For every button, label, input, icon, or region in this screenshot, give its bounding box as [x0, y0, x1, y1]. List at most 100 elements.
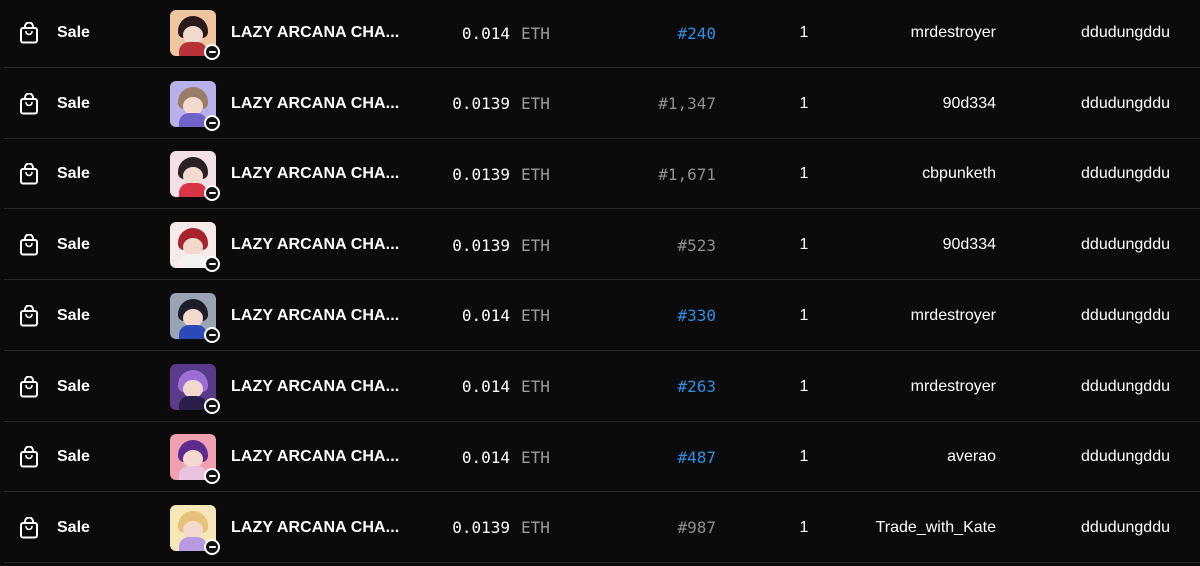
nft-image[interactable]	[170, 292, 220, 343]
minus-circle-icon	[204, 185, 220, 202]
table-row[interactable]: Sale LAZY ARCANA CHA... 0.0139 ETH #523 …	[4, 210, 1200, 281]
token-id-link[interactable]: #487	[677, 447, 716, 467]
table-row[interactable]: Sale LAZY ARCANA CHA... 0.0139 ETH #1,67…	[4, 139, 1200, 210]
table-row[interactable]: Sale LAZY ARCANA CHA... 0.014 ETH #487 1…	[4, 422, 1200, 493]
minus-circle-icon	[204, 538, 220, 555]
table-row[interactable]: Sale LAZY ARCANA CHA... 0.014 ETH #330 1…	[4, 281, 1200, 351]
quantity: 1	[799, 236, 809, 254]
event-type: Sale	[57, 518, 90, 536]
item-thumbnail[interactable]	[170, 422, 220, 492]
art-face	[183, 520, 203, 539]
price-value: 0.014	[461, 23, 510, 43]
item-thumbnail[interactable]	[170, 281, 220, 351]
from-user-link[interactable]: Trade_with_Kate	[875, 518, 996, 536]
item-name[interactable]: LAZY ARCANA CHA...	[231, 165, 400, 183]
price-unit: ETH	[521, 235, 550, 255]
token-id-link[interactable]: #1,671	[658, 164, 716, 184]
to-user-link[interactable]: ddudungddu	[1081, 94, 1170, 112]
quantity: 1	[799, 306, 809, 324]
shopping-bag-icon	[18, 352, 40, 422]
nft-image[interactable]	[170, 80, 220, 131]
item-thumbnail[interactable]	[170, 352, 220, 422]
shopping-bag-icon	[18, 281, 40, 351]
item-thumbnail[interactable]	[170, 69, 220, 139]
event-type: Sale	[57, 94, 90, 112]
art-face	[183, 379, 203, 398]
price-value: 0.0139	[452, 94, 510, 114]
from-user-link[interactable]: mrdestroyer	[910, 24, 996, 41]
from-user-link[interactable]: cbpunketh	[922, 165, 996, 183]
token-id-link[interactable]: #263	[677, 377, 716, 396]
price-unit: ETH	[521, 518, 550, 538]
from-user-link[interactable]: averao	[947, 448, 996, 466]
item-name[interactable]: LAZY ARCANA CHA...	[231, 306, 400, 324]
item-name[interactable]: LAZY ARCANA CHA...	[231, 518, 400, 536]
price-value: 0.014	[461, 377, 510, 396]
nft-image[interactable]	[170, 151, 220, 202]
quantity: 1	[799, 165, 809, 183]
art-face	[183, 450, 203, 469]
from-user-link[interactable]: mrdestroyer	[910, 306, 996, 324]
event-type: Sale	[57, 306, 90, 324]
quantity: 1	[799, 377, 809, 395]
from-user-link[interactable]: 90d334	[942, 94, 996, 112]
item-thumbnail[interactable]	[170, 493, 220, 563]
art-face	[183, 308, 203, 327]
nft-image[interactable]	[170, 222, 220, 273]
event-type: Sale	[57, 236, 90, 254]
minus-circle-icon	[204, 114, 220, 131]
price-unit: ETH	[521, 447, 550, 467]
art-face	[183, 26, 203, 44]
quantity: 1	[799, 94, 809, 112]
price-unit: ETH	[521, 306, 550, 326]
art-body	[179, 183, 207, 198]
to-user-link[interactable]: ddudungddu	[1081, 518, 1170, 536]
table-row[interactable]: Sale LAZY ARCANA CHA... 0.0139 ETH #1,34…	[4, 69, 1200, 139]
price-value: 0.0139	[452, 235, 510, 255]
to-user-link[interactable]: ddudungddu	[1081, 448, 1170, 466]
item-name[interactable]: LAZY ARCANA CHA...	[231, 236, 400, 254]
shopping-bag-icon	[18, 69, 40, 139]
art-body	[179, 254, 207, 269]
table-row[interactable]: Sale LAZY ARCANA CHA... 0.014 ETH #263 1…	[4, 352, 1200, 422]
to-user-link[interactable]: ddudungddu	[1081, 165, 1170, 183]
to-user-link[interactable]: ddudungddu	[1081, 377, 1170, 395]
price-unit: ETH	[521, 94, 550, 114]
item-name[interactable]: LAZY ARCANA CHA...	[231, 94, 400, 112]
nft-art	[170, 363, 216, 410]
to-user-link[interactable]: ddudungddu	[1081, 236, 1170, 254]
shopping-bag-icon	[18, 493, 40, 563]
art-body	[179, 42, 207, 56]
to-user-link[interactable]: ddudungddu	[1081, 306, 1170, 324]
item-name[interactable]: LAZY ARCANA CHA...	[231, 24, 400, 41]
nft-image[interactable]	[170, 504, 220, 555]
art-body	[179, 395, 207, 410]
token-id-link[interactable]: #240	[677, 23, 716, 43]
quantity: 1	[799, 448, 809, 466]
price-value: 0.0139	[452, 164, 510, 184]
nft-image[interactable]	[170, 363, 220, 414]
token-id-link[interactable]: #523	[677, 235, 716, 255]
token-id-link[interactable]: #987	[677, 518, 716, 538]
item-thumbnail[interactable]	[170, 210, 220, 280]
item-name[interactable]: LAZY ARCANA CHA...	[231, 377, 400, 395]
event-type: Sale	[57, 448, 90, 466]
to-user-link[interactable]: ddudungddu	[1081, 24, 1170, 41]
item-name[interactable]: LAZY ARCANA CHA...	[231, 448, 400, 466]
item-thumbnail[interactable]	[170, 139, 220, 209]
event-type: Sale	[57, 165, 90, 183]
minus-circle-icon	[204, 326, 220, 343]
nft-image[interactable]	[170, 10, 220, 60]
nft-image[interactable]	[170, 434, 220, 485]
token-id-link[interactable]: #1,347	[658, 94, 716, 114]
item-thumbnail[interactable]	[170, 0, 220, 68]
from-user-link[interactable]: 90d334	[942, 236, 996, 254]
art-face	[183, 167, 203, 186]
table-row[interactable]: Sale LAZY ARCANA CHA... 0.0139 ETH #987 …	[4, 493, 1200, 563]
from-user-link[interactable]: mrdestroyer	[910, 377, 996, 395]
token-id-link[interactable]: #330	[677, 306, 716, 326]
shopping-bag-icon	[18, 210, 40, 280]
shopping-bag-icon	[18, 139, 40, 209]
table-row[interactable]: Sale LAZY ARCANA CHA... 0.014 ETH #240 1…	[4, 0, 1200, 68]
